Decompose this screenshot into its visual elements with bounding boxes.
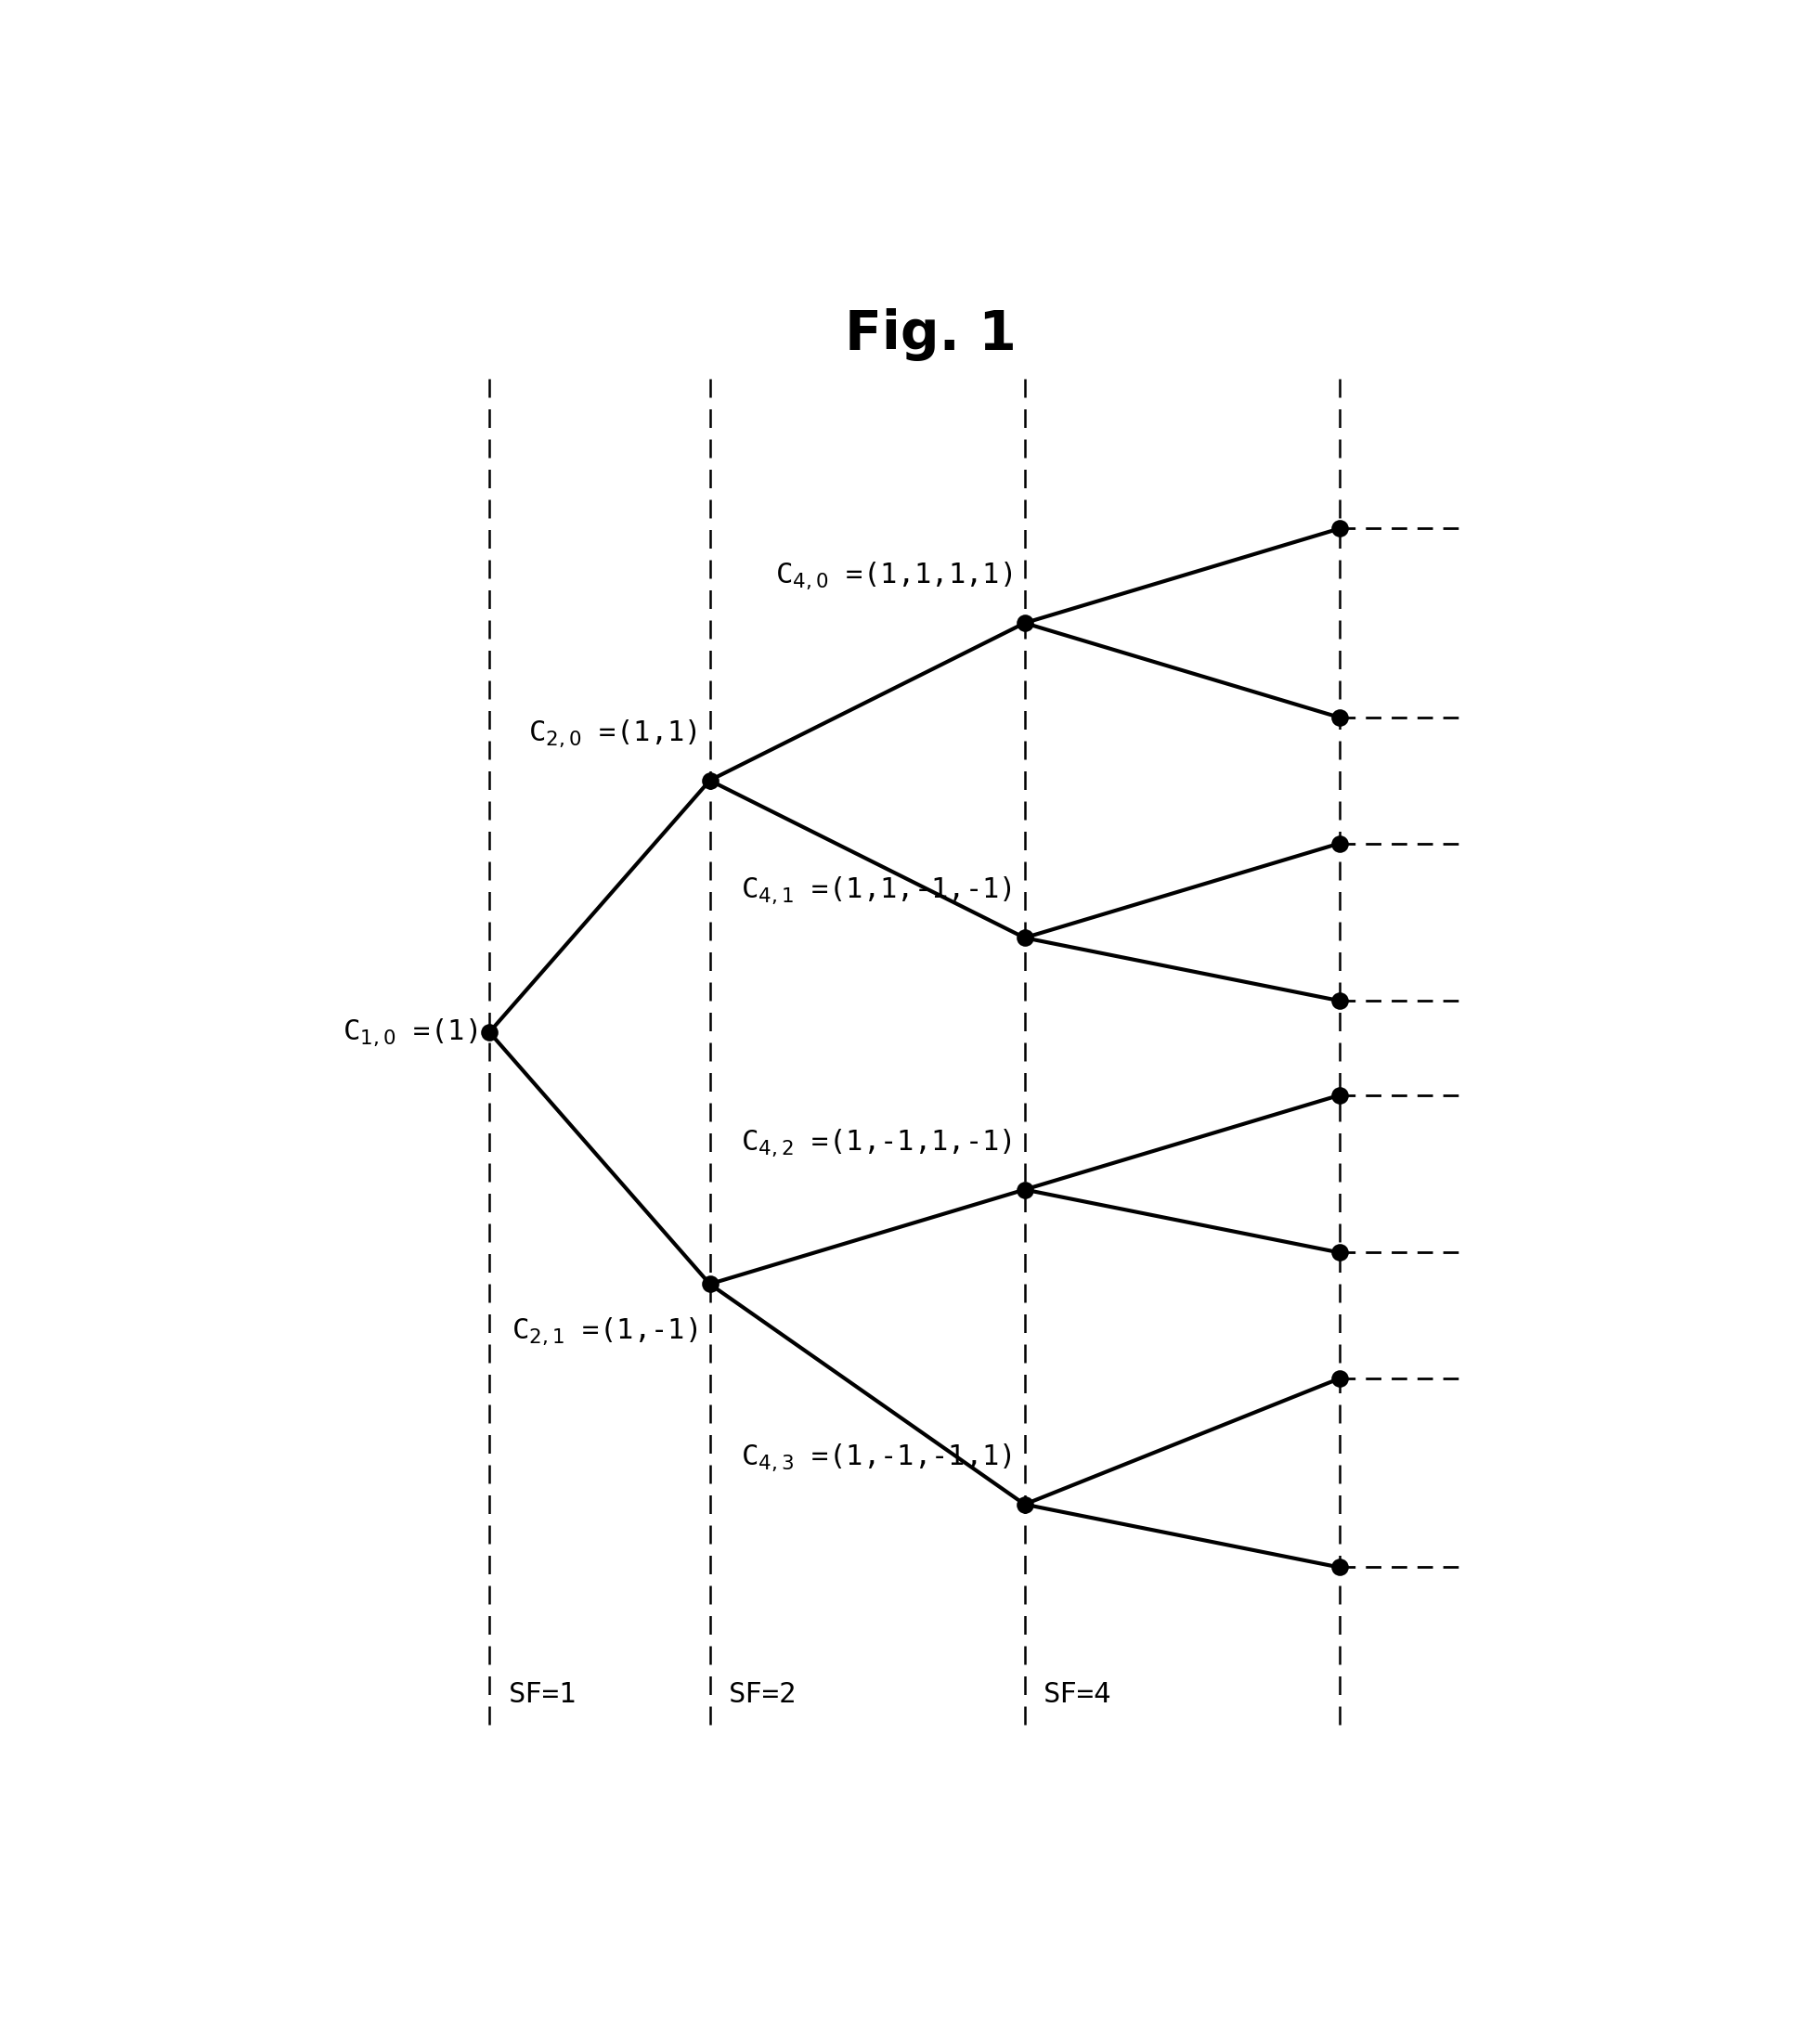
Point: [1011, 922, 1040, 955]
Text: C$_{4,3}$ =(1,-1,-1,1): C$_{4,3}$ =(1,-1,-1,1): [741, 1441, 1013, 1474]
Text: C$_{4,0}$ =(1,1,1,1): C$_{4,0}$ =(1,1,1,1): [775, 560, 1013, 591]
Point: [476, 1016, 505, 1049]
Text: C$_{1,0}$ =(1): C$_{1,0}$ =(1): [341, 1016, 477, 1049]
Point: [1325, 513, 1354, 546]
Point: [695, 764, 724, 797]
Text: SF=2: SF=2: [728, 1680, 797, 1707]
Point: [1011, 1488, 1040, 1521]
Text: C$_{2,1}$ =(1,-1): C$_{2,1}$ =(1,-1): [512, 1316, 697, 1347]
Text: Fig. 1: Fig. 1: [844, 309, 1016, 362]
Point: [1325, 985, 1354, 1018]
Text: C$_{4,2}$ =(1,-1,1,-1): C$_{4,2}$ =(1,-1,1,-1): [741, 1126, 1013, 1159]
Point: [1325, 828, 1354, 861]
Point: [1011, 1173, 1040, 1206]
Point: [1325, 1237, 1354, 1269]
Text: C$_{2,0}$ =(1,1): C$_{2,0}$ =(1,1): [528, 717, 697, 748]
Point: [1325, 1551, 1354, 1584]
Point: [1325, 1079, 1354, 1112]
Text: SF=1: SF=1: [508, 1680, 577, 1707]
Point: [1325, 1361, 1354, 1394]
Text: C$_{4,1}$ =(1,1,-1,-1): C$_{4,1}$ =(1,1,-1,-1): [741, 875, 1013, 905]
Text: SF=4: SF=4: [1044, 1680, 1113, 1707]
Point: [695, 1267, 724, 1300]
Point: [1011, 607, 1040, 640]
Point: [1325, 701, 1354, 734]
